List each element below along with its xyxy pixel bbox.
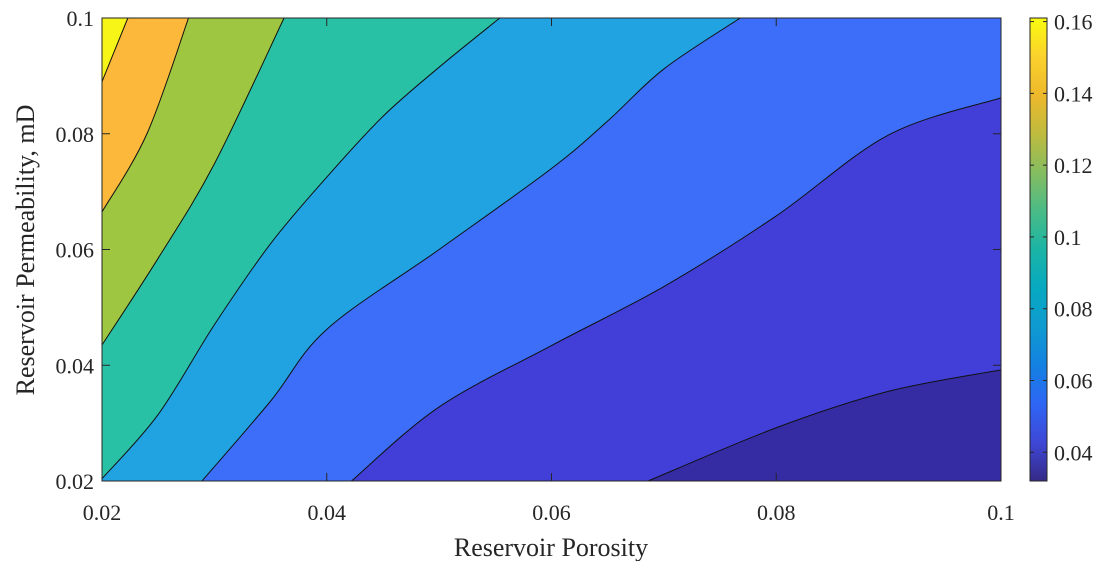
contour-line	[102, 18, 285, 346]
y-tick-label: 0.06	[56, 238, 95, 263]
colorbar-tick-label: 0.14	[1054, 81, 1093, 106]
x-axis-ticks: 0.02 0.04 0.06 0.08 0.1	[83, 18, 1015, 525]
colorbar-tick-label: 0.12	[1054, 153, 1093, 178]
x-tick-label: 0.04	[308, 500, 347, 525]
colorbar: 0.04 0.06 0.08 0.1 0.12 0.14 0.16	[1029, 10, 1093, 482]
contour-line	[351, 97, 1001, 481]
contour-band	[102, 18, 189, 212]
y-axis-ticks: 0.02 0.04 0.06 0.08 0.1	[56, 6, 1001, 494]
contour-lines	[102, 18, 1001, 481]
contour-line	[102, 18, 501, 480]
y-axis-title: Reservoir Permeability, mD	[11, 105, 40, 396]
contour-line	[102, 18, 190, 213]
x-tick-label: 0.08	[757, 500, 796, 525]
y-tick-label: 0.1	[67, 6, 95, 31]
contour-fill-bands	[102, 18, 1001, 481]
colorbar-tick-label: 0.06	[1054, 369, 1093, 394]
y-tick-label: 0.04	[56, 353, 95, 378]
x-tick-label: 0.02	[83, 500, 122, 525]
x-tick-label: 0.06	[532, 500, 571, 525]
x-tick-label: 0.1	[987, 500, 1015, 525]
contour-line	[201, 18, 741, 481]
contour-line	[102, 18, 129, 82]
colorbar-tick-label: 0.16	[1054, 10, 1093, 35]
contour-line	[647, 369, 1001, 481]
colorbar-tick-label: 0.08	[1054, 297, 1093, 322]
colorbar-gradient	[1029, 17, 1048, 482]
y-tick-label: 0.08	[56, 122, 95, 147]
colorbar-tick-label: 0.1	[1054, 225, 1082, 250]
colorbar-tick-label: 0.04	[1054, 440, 1093, 465]
y-tick-label: 0.02	[56, 469, 95, 494]
x-axis-title: Reservoir Porosity	[454, 533, 648, 561]
